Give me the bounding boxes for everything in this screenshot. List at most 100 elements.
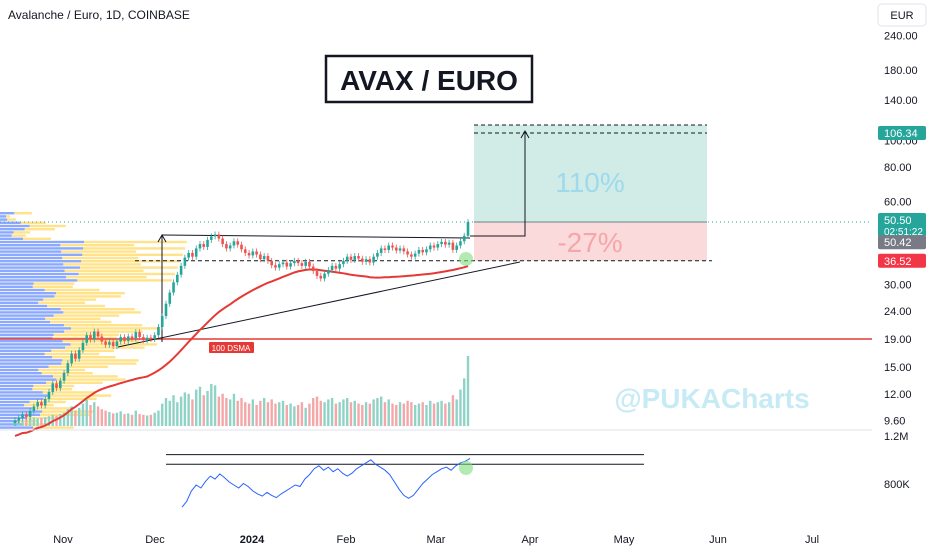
candle-body xyxy=(391,245,394,248)
currency-button-box[interactable] xyxy=(877,3,927,27)
resistance-line xyxy=(161,234,471,239)
candle-body xyxy=(81,342,85,351)
candle-body xyxy=(368,259,372,263)
volume-bar xyxy=(74,410,77,426)
price-tag-value: 50.50 xyxy=(884,215,912,227)
candle-body xyxy=(353,256,357,260)
volume-profile-bar-b xyxy=(63,311,141,314)
volume-bar xyxy=(202,395,205,426)
volume-bar xyxy=(270,399,273,426)
volume-bar xyxy=(217,396,221,426)
volume-profile-bar-b xyxy=(61,250,136,253)
candle-body xyxy=(176,274,179,283)
volume-profile-bar-b xyxy=(83,247,186,250)
candle-body xyxy=(160,316,164,327)
volume-bar xyxy=(191,399,194,426)
volume-profile-bar-a xyxy=(0,372,42,375)
volume-profile-bar-b xyxy=(50,320,112,324)
candle-body xyxy=(179,265,183,275)
volume-profile-bar-b xyxy=(64,330,143,333)
volume-bar xyxy=(157,410,160,426)
candle-body xyxy=(59,380,62,389)
volume-bar xyxy=(274,403,277,426)
volume-bar xyxy=(319,400,322,426)
volume-bar xyxy=(183,392,187,426)
y-axis-tick-label: 30.00 xyxy=(884,279,912,291)
volume-profile-bar-a xyxy=(0,292,57,295)
volume-profile-bar-a xyxy=(0,288,45,292)
title-border xyxy=(324,54,534,104)
volume-profile-bar-a xyxy=(0,426,34,429)
candle-body xyxy=(25,414,28,417)
candle-body xyxy=(115,341,119,347)
volume-bar xyxy=(266,402,270,426)
volume-bar xyxy=(361,405,364,426)
volume-profile-bar-b xyxy=(51,356,116,359)
volume-profile-bar-b xyxy=(24,228,55,231)
volume-profile-bar-b xyxy=(82,253,183,256)
candle-body xyxy=(293,260,296,264)
volume-profile-bar-b xyxy=(63,324,143,327)
volume-profile-bar-b xyxy=(33,282,75,285)
volume-bar xyxy=(142,414,145,426)
volume-profile-bar-a xyxy=(0,272,79,276)
volume-profile-bar-a xyxy=(0,240,85,244)
candle-body xyxy=(194,248,198,257)
volume-bar xyxy=(330,398,334,426)
candle-body xyxy=(406,251,409,255)
candle-body xyxy=(138,332,141,338)
volume-profile-bar-b xyxy=(48,365,108,368)
candle-body xyxy=(262,256,266,260)
currency-button[interactable]: EUR xyxy=(877,3,927,27)
candle-body xyxy=(202,244,206,247)
volume-bar xyxy=(247,403,251,426)
volume-profile-bar-b xyxy=(60,244,135,247)
volume-profile-bar-b xyxy=(53,375,118,378)
volume-profile-bar-b xyxy=(53,314,120,317)
volume-bar xyxy=(262,398,266,426)
price-tag-value: 106.34 xyxy=(884,128,918,140)
x-axis-tick-label: Dec xyxy=(145,534,165,546)
volume-profile-bar-a xyxy=(0,410,43,413)
candle-body xyxy=(168,292,172,304)
y-axis-tick-label: 140.00 xyxy=(884,95,918,107)
volume-bar xyxy=(66,409,70,426)
volume-bar xyxy=(315,396,319,426)
x-axis-tick-label: May xyxy=(614,534,635,546)
volume-profile-bar-b xyxy=(50,394,112,397)
volume-axis-label: 1.2M xyxy=(884,431,908,443)
price-tag: 106.34 xyxy=(878,125,926,140)
candle-body xyxy=(43,398,47,406)
volume-bar xyxy=(364,402,368,426)
volume-bar xyxy=(376,398,379,426)
volume-profile-bar-a xyxy=(0,279,78,282)
page-title: AVAX / EURO xyxy=(340,65,518,96)
candle-body xyxy=(323,273,326,279)
volume-bar xyxy=(466,356,470,426)
volume-profile-bar-b xyxy=(81,260,181,263)
currency-button-label[interactable]: EUR xyxy=(890,10,913,22)
volume-profile-bar-a xyxy=(0,420,18,423)
x-axis-tick-label: Jun xyxy=(709,534,727,546)
candle-body xyxy=(74,353,77,359)
volume-profile-bar-a xyxy=(0,282,34,285)
candle-body xyxy=(281,262,285,265)
volume-bar xyxy=(25,419,28,426)
volume-bar xyxy=(96,406,100,426)
y-axis-tick-label: 24.00 xyxy=(884,306,912,318)
volume-bar xyxy=(195,389,198,426)
volume-bar xyxy=(85,399,88,426)
volume-profile-bar-a xyxy=(0,356,52,359)
volume-bar xyxy=(225,398,228,426)
y-axis-tick-label: 9.60 xyxy=(884,416,905,428)
candle-body xyxy=(232,241,236,246)
volume-profile-bar-a xyxy=(0,381,47,384)
volume-bar xyxy=(455,399,458,426)
candle-body xyxy=(296,260,300,264)
candle-body xyxy=(251,251,255,256)
y-axis-tick-label: 80.00 xyxy=(884,162,912,174)
volume-bar xyxy=(28,419,32,426)
volume-profile-bar-a xyxy=(0,378,57,381)
candle-body xyxy=(357,256,360,259)
volume-bar xyxy=(379,396,383,426)
